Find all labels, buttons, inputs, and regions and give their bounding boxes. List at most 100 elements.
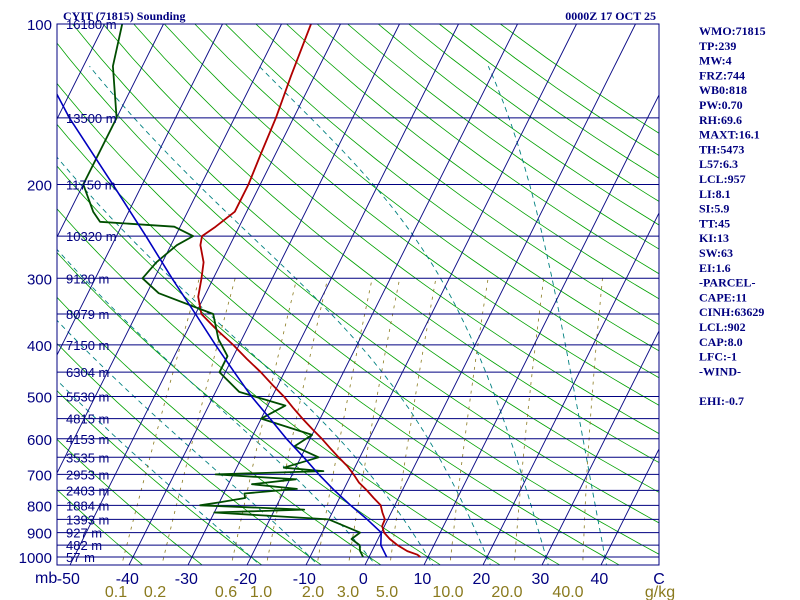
height-label: 11750 m xyxy=(66,177,116,192)
height-label: 13500 m xyxy=(66,111,117,126)
mixing-ratio-tick-label: 0.6 xyxy=(215,584,237,600)
dry-adiabat-line xyxy=(57,390,263,565)
isotherm-line xyxy=(246,24,518,565)
height-label: 2953 m xyxy=(66,467,109,482)
dry-adiabat-line xyxy=(102,24,659,464)
index-entry: WB0:818 xyxy=(699,83,747,97)
mixing-ratio-line xyxy=(230,278,298,565)
mixing-ratio-tick-label: 0.2 xyxy=(144,584,166,600)
index-entry: RH:69.6 xyxy=(699,113,742,127)
temperature-tick-label: 0 xyxy=(359,571,368,588)
plot-frame xyxy=(56,23,660,566)
grid-layer xyxy=(57,24,659,565)
height-label: 1393 m xyxy=(66,512,109,527)
dry-adiabat-line xyxy=(57,208,501,565)
height-label: 16180 m xyxy=(66,17,117,32)
dry-adiabat-line xyxy=(57,342,323,565)
height-label: 5530 m xyxy=(66,390,109,405)
height-label: 57 m xyxy=(66,550,95,565)
dry-adiabat-line xyxy=(225,24,659,352)
isotherm-line xyxy=(305,24,577,565)
moist-adiabat-line xyxy=(487,66,607,565)
mixing-ratio-line xyxy=(121,278,200,565)
index-entry: -WIND- xyxy=(699,364,741,378)
mixing-ratio-tick-label: 5.0 xyxy=(376,584,398,600)
height-label: 2403 m xyxy=(66,483,109,498)
pressure-tick-label: 700 xyxy=(27,467,52,484)
isotherm-line xyxy=(187,24,459,565)
index-entry: -PARCEL- xyxy=(699,276,755,290)
pressure-tick-label: 200 xyxy=(27,177,52,194)
temperature-tick-label: -20 xyxy=(234,571,257,588)
height-label: 9120 m xyxy=(66,271,109,286)
isotherm-line xyxy=(128,24,400,565)
height-label: 6304 m xyxy=(66,365,109,380)
dry-adiabat-line xyxy=(194,24,659,379)
pressure-tick-label: 600 xyxy=(27,432,52,449)
dry-adiabat-line xyxy=(347,24,659,250)
index-entry: EHI:-0.7 xyxy=(699,394,744,408)
index-entry: PW:0.70 xyxy=(699,98,743,112)
pressure-tick-label: 1000 xyxy=(19,550,52,567)
dry-adiabat-line xyxy=(57,123,621,565)
series-layer xyxy=(57,24,421,558)
index-entry: LI:8.1 xyxy=(699,187,731,201)
index-entry: LFC:-1 xyxy=(699,350,737,364)
height-label: 4815 m xyxy=(66,412,109,427)
parcel-line xyxy=(57,92,388,558)
dry-adiabat-line xyxy=(57,489,144,565)
mixing-ratio-line xyxy=(582,278,603,565)
dry-adiabat-line xyxy=(316,24,659,275)
isotherm-line xyxy=(57,24,164,239)
isotherm-line xyxy=(57,24,105,121)
height-label: 7150 m xyxy=(66,338,109,353)
station-title: CYIT (71815) Sounding xyxy=(63,9,185,23)
mixing-ratio-line xyxy=(161,278,236,565)
index-entry: CAP:8.0 xyxy=(699,335,743,349)
height-label: 1884 m xyxy=(66,498,109,513)
mixing-ratio-line xyxy=(513,278,545,565)
index-entry: TT:45 xyxy=(699,216,730,230)
moist-adiabat-line xyxy=(89,65,491,565)
dry-adiabat-line xyxy=(57,42,659,524)
dewpoint-line xyxy=(82,24,364,558)
index-entry: SI:5.9 xyxy=(699,202,729,216)
index-entry: CINH:63629 xyxy=(699,305,764,319)
index-entry: L57:6.3 xyxy=(699,157,738,171)
pressure-tick-label: 300 xyxy=(27,271,52,288)
pressure-tick-label: 100 xyxy=(27,17,52,34)
moist-adiabat-line xyxy=(57,319,319,565)
isotherm-line xyxy=(364,24,636,565)
dry-adiabat-line xyxy=(57,82,659,555)
dry-adiabat-line xyxy=(255,24,659,326)
temperature-tick-label: 20 xyxy=(472,571,490,588)
mixing-ratio-tick-label: 10.0 xyxy=(432,584,463,600)
index-entry: TP:239 xyxy=(699,39,736,53)
dry-adiabat-line xyxy=(57,165,561,565)
mixing-ratio-tick-label: 20.0 xyxy=(491,584,522,600)
moist-adiabat-line xyxy=(57,248,376,565)
dry-adiabat-line xyxy=(57,251,442,565)
height-label: 4153 m xyxy=(66,432,109,447)
temperature-tick-label: -10 xyxy=(293,571,316,588)
valid-time: 0000Z 17 OCT 25 xyxy=(565,9,656,23)
pressure-unit-label: mb xyxy=(35,570,57,587)
temperature-tick-label: -30 xyxy=(175,571,198,588)
temperature-tick-label: -40 xyxy=(116,571,139,588)
temperature-tick-label: 40 xyxy=(590,571,608,588)
dry-adiabat-line xyxy=(133,24,659,435)
index-entry: KI:13 xyxy=(699,231,729,245)
index-entry: TH:5473 xyxy=(699,142,744,156)
indices-panel: WMO:71815TP:239MW:4FRZ:744WB0:818PW:0.70… xyxy=(699,24,766,408)
moist-adiabat-line xyxy=(258,65,549,565)
pressure-tick-label: 800 xyxy=(27,498,52,515)
pressure-tick-label: 900 xyxy=(27,526,52,543)
height-label: 8079 m xyxy=(66,307,109,322)
index-entry: EI:1.6 xyxy=(699,261,731,275)
temperature-line xyxy=(197,24,421,558)
moist-adiabat-line xyxy=(57,379,261,565)
isotherm-line xyxy=(600,447,659,565)
mixing-ratio-tick-label: 0.1 xyxy=(105,584,127,600)
